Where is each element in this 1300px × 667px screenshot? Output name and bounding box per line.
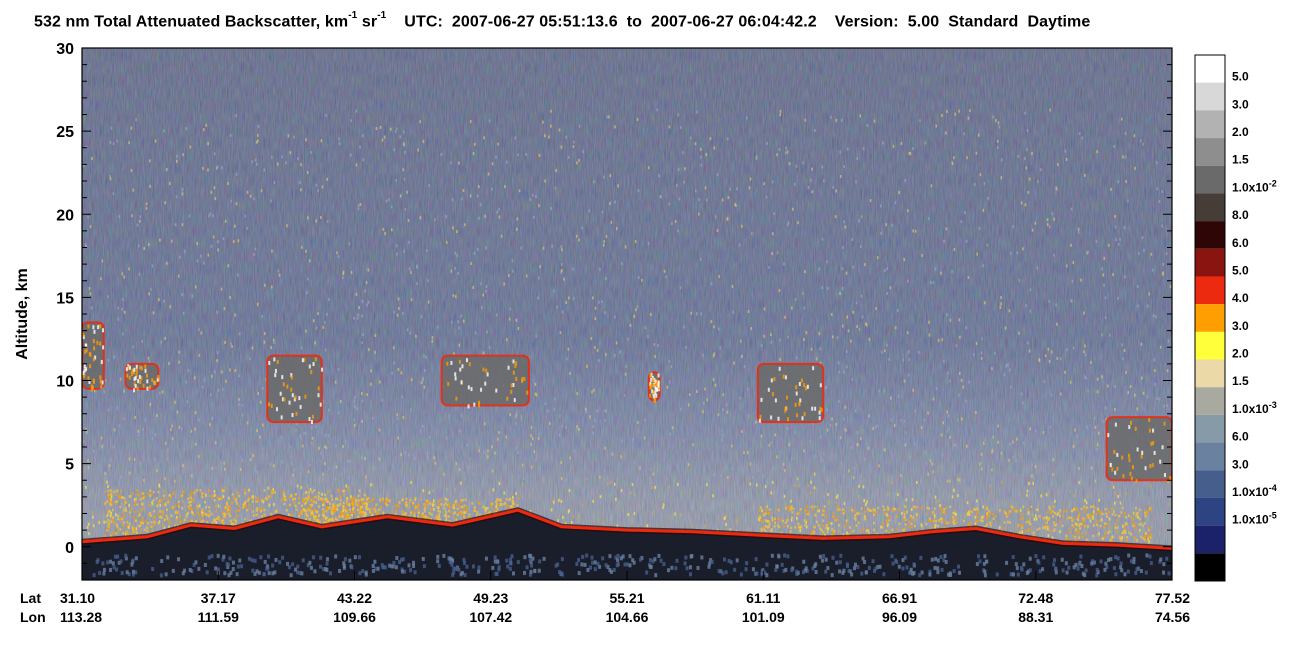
colorbar-label: 3.0 <box>1232 319 1249 333</box>
surface-signal <box>82 507 1172 580</box>
cloud-edge <box>266 354 323 424</box>
colorbar-label: 1.0x10-4 <box>1232 483 1277 499</box>
title-processing: Standard <box>948 13 1019 31</box>
lat-tick-label: 55.21 <box>609 590 644 606</box>
lon-tick-label: 74.56 <box>1155 609 1190 625</box>
y-tick-label: 5 <box>65 457 74 474</box>
colorbar-label: 1.0x10-5 <box>1232 511 1277 527</box>
colorbar-label: 1.0x10-2 <box>1232 178 1277 194</box>
lon-tick-label: 96.09 <box>882 609 917 625</box>
lon-row-label: Lon <box>20 609 46 625</box>
colorbar-swatch <box>1195 387 1225 415</box>
colorbar: 5.0 3.0 2.0 1.5 1.0x10-2 8.0 6.0 5.0 4.0 3.0 2.0 1.… <box>1194 54 1277 582</box>
cloud-feature <box>441 355 529 406</box>
title-end-time: 2007-06-27 06:04:42.2 <box>651 13 817 31</box>
cloud-edge <box>440 354 530 407</box>
lon-tick-label: 104.66 <box>606 609 649 625</box>
colorbar-swatch <box>1195 276 1225 305</box>
colorbar-swatch <box>1195 138 1225 166</box>
y-tick-label: 25 <box>56 124 74 141</box>
cloud-feature <box>82 322 104 389</box>
colorbar-label: 2.0 <box>1232 125 1249 139</box>
colorbar-swatch <box>1195 470 1225 498</box>
lat-tick-label: 31.10 <box>60 590 95 606</box>
lon-tick-label: 109.66 <box>333 609 376 625</box>
backscatter-curtain <box>82 48 1172 580</box>
title-version-label: Version: <box>834 13 899 31</box>
y-axis-label: Altitude, km <box>14 268 31 360</box>
title-start-time: 2007-06-27 05:51:13.6 <box>451 13 618 31</box>
colorbar-swatch <box>1195 82 1225 111</box>
lat-tick-label: 43.22 <box>337 590 372 606</box>
cloud-feature <box>1106 417 1172 481</box>
lon-tick-label: 101.09 <box>742 609 785 625</box>
lon-tick-label: 88.31 <box>1018 609 1053 625</box>
colorbar-label: 1.5 <box>1232 153 1249 167</box>
cloud-edge <box>756 362 825 424</box>
title-unit-sr: sr <box>357 13 378 31</box>
colorbar-label: 6.0 <box>1232 430 1249 444</box>
title-to: to <box>626 13 643 31</box>
colorbar-label: 4.0 <box>1232 291 1249 305</box>
cloud-features <box>82 321 1172 484</box>
y-tick-label: 15 <box>56 290 74 307</box>
colorbar-swatch <box>1195 221 1225 249</box>
colorbar-label: 1.5 <box>1232 374 1249 388</box>
y-tick-label: 0 <box>65 540 74 557</box>
colorbar-swatch <box>1195 331 1225 360</box>
colorbar-label: 8.0 <box>1232 208 1249 222</box>
colorbar-label: 2.0 <box>1232 347 1249 361</box>
colorbar-swatch <box>1195 193 1225 222</box>
y-tick-label: 10 <box>56 374 74 391</box>
title-unit-exponent-2: -1 <box>377 10 387 21</box>
colorbar-label: 3.0 <box>1232 457 1249 471</box>
title-product: 532 nm Total Attenuated Backscatter, km <box>34 13 349 31</box>
lon-tick-label: 111.59 <box>198 609 239 625</box>
lon-tick-label: 113.28 <box>60 609 102 625</box>
colorbar-swatch <box>1195 525 1225 554</box>
title-unit-exponent-1: -1 <box>348 10 358 21</box>
colorbar-label: 5.0 <box>1232 263 1249 277</box>
colorbar-label: 5.0 <box>1232 70 1249 84</box>
lat-tick-label: 66.91 <box>882 590 917 606</box>
lon-tick-label: 107.42 <box>469 609 512 625</box>
colorbar-swatch <box>1195 442 1225 471</box>
lat-row-label: Lat <box>20 590 41 606</box>
chart-title: 532 nm Total Attenuated Backscatter, km-… <box>34 10 1091 31</box>
lat-tick-label: 49.23 <box>473 590 508 606</box>
colorbar-swatch <box>1195 359 1225 388</box>
title-day-night: Daytime <box>1027 13 1091 31</box>
colorbar-swatch <box>1195 497 1225 526</box>
lat-tick-label: 77.52 <box>1155 590 1190 606</box>
subsurface-area <box>82 510 1172 580</box>
y-axis: 0 5 10 15 20 25 30 <box>56 41 1172 564</box>
colorbar-swatch <box>1195 165 1225 194</box>
colorbar-label: 3.0 <box>1232 97 1249 111</box>
title-utc-label: UTC: <box>404 13 443 31</box>
surface-line <box>82 508 1172 550</box>
cloud-feature <box>757 363 824 423</box>
y-tick-label: 20 <box>56 207 74 224</box>
y-tick-label: 30 <box>56 41 74 58</box>
x-axis: Lat Lon 31.10 113.28 37.17 111.59 43.22 109.66 4… <box>20 571 1190 625</box>
colorbar-swatch <box>1195 414 1225 443</box>
title-version: 5.00 <box>907 13 940 31</box>
colorbar-swatch <box>1195 110 1225 139</box>
colorbar-label: 1.0x10-3 <box>1232 400 1277 416</box>
colorbar-swatch <box>1195 248 1225 277</box>
cloud-feature <box>267 355 322 423</box>
lat-tick-label: 72.48 <box>1018 590 1053 606</box>
lat-tick-label: 37.17 <box>201 590 236 606</box>
colorbar-swatch <box>1195 304 1225 332</box>
colorbar-label: 6.0 <box>1232 236 1249 250</box>
colorbar-frame <box>1194 54 1226 582</box>
colorbar-swatch <box>1195 553 1225 581</box>
colorbar-swatch <box>1195 55 1225 83</box>
lat-tick-label: 61.11 <box>746 590 780 606</box>
